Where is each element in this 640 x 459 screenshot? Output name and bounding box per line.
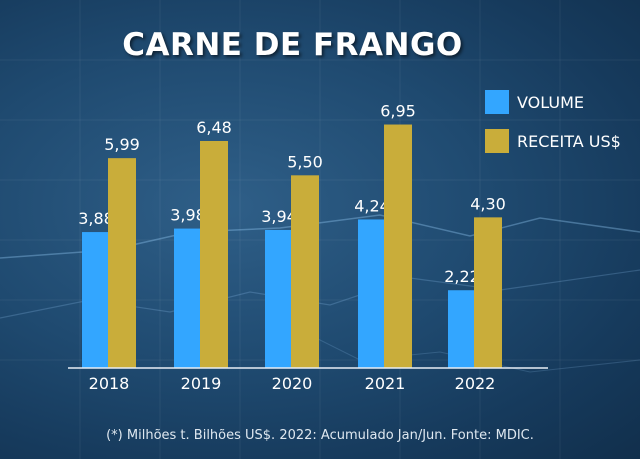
- bar-volume-2019: [174, 228, 202, 368]
- data-label-volume-2020: 3,94: [261, 207, 297, 226]
- data-label-volume-2022: 2,22: [444, 267, 480, 286]
- bar-volume-2021: [358, 219, 386, 368]
- legend-item-volume: VOLUME: [485, 90, 584, 114]
- bar-receita-2022: [474, 217, 502, 368]
- x-tick-label-2018: 2018: [89, 374, 130, 393]
- data-label-receita-2018: 5,99: [104, 135, 140, 154]
- bar-receita-2018: [108, 158, 136, 368]
- data-label-receita-2021: 6,95: [380, 102, 416, 121]
- bar-volume-2020: [265, 229, 293, 368]
- x-tick-label-2022: 2022: [455, 374, 496, 393]
- x-tick-label-2021: 2021: [365, 374, 406, 393]
- data-label-receita-2022: 4,30: [470, 194, 506, 213]
- footnote: (*) Milhões t. Bilhões US$. 2022: Acumul…: [106, 428, 534, 443]
- legend-item-receita: RECEITA US$: [485, 129, 621, 153]
- legend-label-volume: VOLUME: [517, 92, 584, 112]
- data-label-volume-2018: 3,88: [78, 209, 114, 228]
- bar-volume-2022: [448, 290, 476, 368]
- x-tick-label-2019: 2019: [181, 374, 222, 393]
- data-label-volume-2021: 4,24: [354, 196, 390, 215]
- bar-receita-2020: [291, 175, 319, 368]
- legend-label-receita: RECEITA US$: [517, 131, 621, 151]
- legend-swatch-receita: [485, 129, 509, 153]
- data-label-receita-2020: 5,50: [287, 152, 323, 171]
- data-label-receita-2019: 6,48: [196, 118, 232, 137]
- bar-receita-2019: [200, 140, 228, 368]
- bar-receita-2021: [384, 124, 412, 368]
- chart-title: CARNE DE FRANGO: [122, 27, 463, 63]
- x-tick-label-2020: 2020: [272, 374, 313, 393]
- data-label-volume-2019: 3,98: [170, 206, 206, 225]
- bar-volume-2018: [82, 232, 110, 368]
- legend-swatch-volume: [485, 90, 509, 114]
